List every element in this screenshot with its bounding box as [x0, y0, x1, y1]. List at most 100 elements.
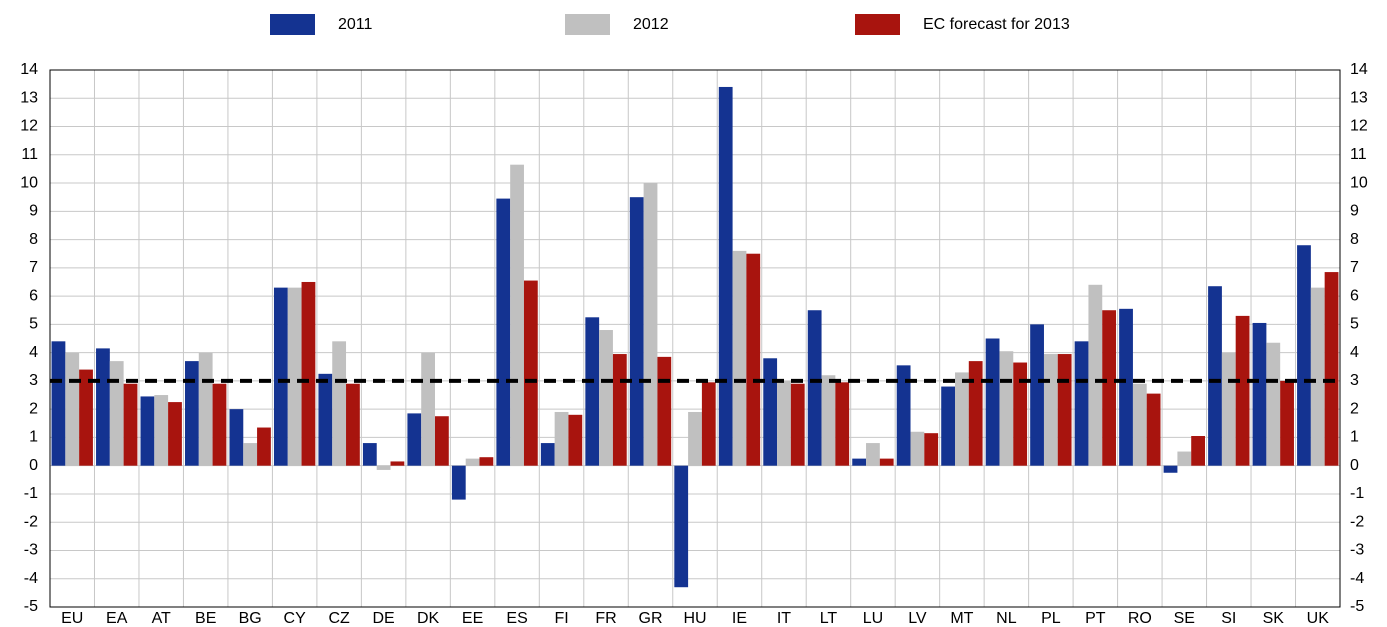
x-tick-label: EU — [61, 610, 83, 627]
bar — [301, 281, 316, 466]
bar — [168, 402, 182, 466]
bar — [879, 458, 894, 466]
bar — [421, 352, 435, 466]
bar — [1013, 362, 1028, 466]
bar — [451, 465, 466, 500]
x-tick-label: BE — [195, 610, 216, 627]
bar — [1074, 341, 1089, 466]
bar — [1297, 245, 1311, 466]
bar — [243, 443, 258, 466]
y2-tick-label: -1 — [1350, 485, 1364, 502]
bar — [198, 352, 213, 466]
bar — [51, 341, 66, 466]
x-tick-label: SI — [1221, 610, 1236, 627]
y2-tick-label: -5 — [1350, 598, 1364, 615]
bar — [1030, 324, 1044, 466]
y2-tick-label: -4 — [1350, 570, 1364, 587]
y-tick-label: 10 — [20, 174, 38, 191]
legend-label: 2012 — [633, 16, 669, 33]
bar — [718, 86, 733, 466]
bar — [434, 416, 449, 466]
y-tick-label: -3 — [24, 542, 38, 559]
bar — [657, 356, 672, 466]
y-tick-label: -5 — [24, 598, 38, 615]
y2-tick-label: 5 — [1350, 316, 1359, 333]
bar — [332, 341, 347, 466]
bar — [643, 183, 658, 466]
legend-swatch — [270, 14, 315, 35]
y-tick-label: 7 — [29, 259, 38, 276]
bar — [407, 413, 422, 466]
bar — [273, 287, 288, 466]
bar — [1280, 380, 1294, 466]
bar — [999, 351, 1014, 466]
y2-tick-label: 12 — [1350, 118, 1368, 135]
bar — [1324, 272, 1339, 466]
x-tick-label: LU — [863, 610, 883, 627]
legend-swatch — [565, 14, 610, 35]
y-tick-label: -4 — [24, 570, 38, 587]
y-tick-label: 8 — [29, 231, 38, 248]
bar — [585, 317, 600, 466]
bar — [96, 348, 110, 466]
x-tick-label: SE — [1174, 610, 1195, 627]
x-tick-label: IT — [777, 610, 791, 627]
bar — [212, 383, 227, 466]
bar — [568, 414, 583, 466]
y2-tick-label: -3 — [1350, 542, 1364, 559]
bar — [1088, 284, 1103, 466]
bar — [924, 433, 939, 466]
bar — [257, 427, 271, 466]
y-tick-label: 0 — [29, 457, 38, 474]
bar — [1208, 286, 1222, 466]
bar — [229, 409, 244, 466]
bar — [465, 458, 480, 466]
y2-tick-label: 9 — [1350, 203, 1359, 220]
x-tick-label: BG — [239, 610, 262, 627]
y-tick-label: 13 — [20, 89, 38, 106]
bar — [763, 358, 778, 466]
bar — [985, 338, 1000, 466]
x-tick-label: AT — [152, 610, 171, 627]
bar — [523, 280, 538, 466]
bar — [1266, 342, 1281, 466]
bar — [496, 198, 511, 466]
bar — [968, 361, 983, 466]
y-tick-label: -1 — [24, 485, 38, 502]
x-tick-label: LT — [820, 610, 838, 627]
y2-tick-label: 8 — [1350, 231, 1359, 248]
bar — [821, 375, 836, 466]
bar — [540, 443, 555, 466]
x-tick-label: IE — [732, 610, 747, 627]
bar — [866, 443, 880, 466]
x-tick-label: PT — [1085, 610, 1106, 627]
bar — [346, 383, 360, 466]
x-tick-label: DK — [417, 610, 440, 627]
bar — [732, 250, 747, 466]
y-tick-label: 5 — [29, 316, 38, 333]
y2-tick-label: 13 — [1350, 89, 1368, 106]
x-tick-label: ES — [506, 610, 527, 627]
y-tick-label: 1 — [29, 429, 38, 446]
bar — [154, 395, 169, 466]
y2-tick-label: 2 — [1350, 400, 1359, 417]
y-tick-label: 12 — [20, 118, 38, 135]
y2-tick-label: 1 — [1350, 429, 1359, 446]
y2-tick-label: 11 — [1350, 146, 1367, 163]
x-tick-label: UK — [1307, 610, 1330, 627]
y-tick-label: 6 — [29, 287, 38, 304]
bar — [1132, 383, 1147, 466]
bar — [390, 461, 405, 466]
y-tick-label: 14 — [20, 61, 38, 78]
x-tick-label: FI — [554, 610, 568, 627]
bar — [1235, 315, 1250, 466]
y2-tick-label: 3 — [1350, 372, 1359, 389]
bar — [910, 431, 925, 466]
y-tick-label: 2 — [29, 400, 38, 417]
y2-tick-label: 14 — [1350, 61, 1368, 78]
y-tick-label: 3 — [29, 372, 38, 389]
bar — [362, 443, 377, 466]
bar — [955, 372, 969, 466]
bar — [599, 330, 613, 466]
x-tick-label: DE — [373, 610, 395, 627]
